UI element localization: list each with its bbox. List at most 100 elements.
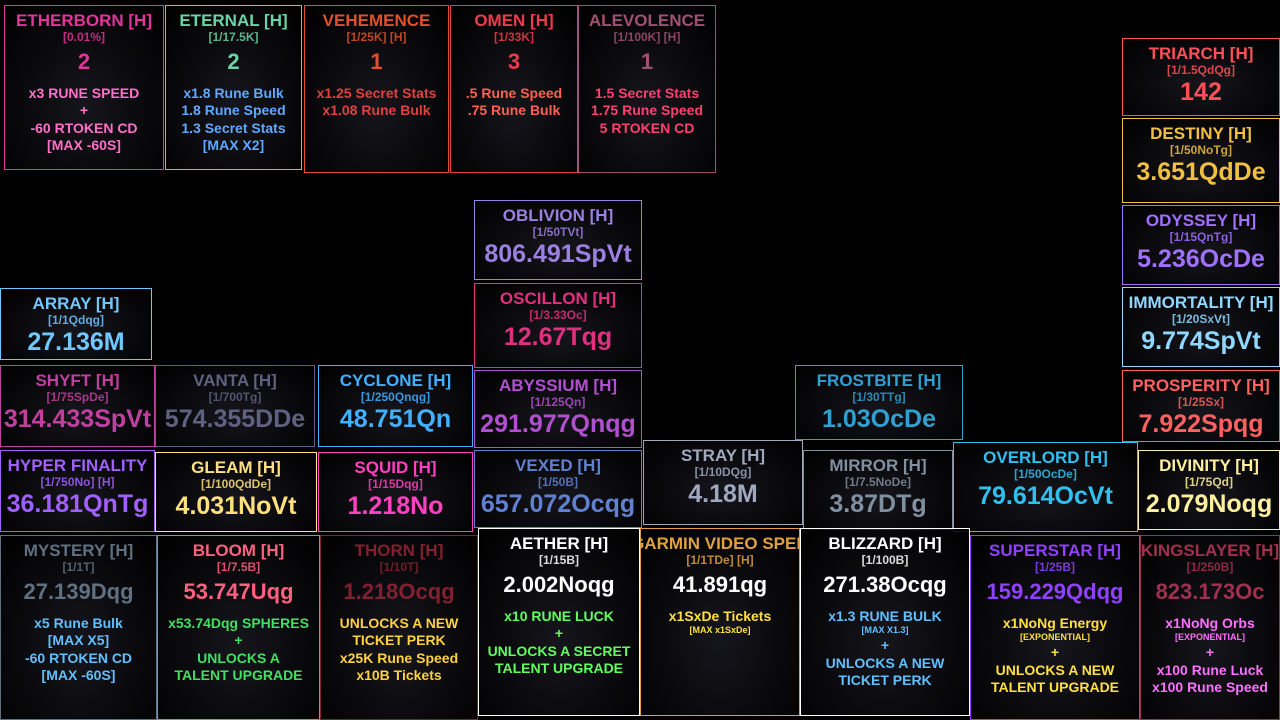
item-name: KINGSLAYER [H] [1140,541,1280,560]
item-chance: [1/10T] [379,559,419,574]
item-count: 5.236OcDe [1137,244,1265,273]
item-effect: + [554,625,564,642]
item-chance: [1/1TDe] [H] [686,552,754,567]
item-card: ODYSSEY [H] [1/15QnTg] 5.236OcDe [1122,205,1280,285]
item-effect: [MAX X1.3] [861,625,909,636]
item-count: 79.614OcVt [978,481,1113,510]
item-name: ARRAY [H] [32,294,120,313]
item-chance: [1/1.5QdQg] [1166,62,1235,77]
item-name: OBLIVION [H] [502,206,614,225]
item-count: 314.433SpVt [3,404,152,433]
item-card: OKEY GARMIN VIDEO SPEICHERN[1/1TDe] [H] 4… [640,528,800,716]
item-count: 2.079Noqg [1145,489,1273,518]
item-count: 823.173Oc [1155,578,1265,604]
item-effect: UNLOCKS A NEW [825,654,945,671]
item-effect: TICKET PERK [352,632,446,649]
item-chance: [1/50OcDe] [1014,466,1077,481]
item-count: 7.922Spqg [1138,409,1264,438]
item-name: CYCLONE [H] [339,371,452,390]
item-card: ABYSSIUM [H] [1/125Qn] 291.977Qnqg [474,370,642,448]
item-chance: [1/7.5B] [216,559,261,574]
item-effect: x1.3 RUNE BULK [828,608,942,625]
item-name: TRIARCH [H] [1148,44,1254,63]
item-count: 9.774SpVt [1141,326,1261,355]
item-card: FROSTBITE [H] [1/30TTg] 1.03OcDe [795,365,963,440]
item-count: 1 [370,48,383,74]
item-effect: x1NoNg Orbs [1165,615,1255,632]
item-effect: + [880,637,890,654]
item-effect: .75 Rune Bulk [467,102,561,119]
item-name: ETHERBORN [H] [16,11,152,30]
item-effect: x1.8 Rune Bulk [183,85,284,102]
item-count: 806.491SpVt [484,239,632,268]
item-effect: TALENT UPGRADE [990,679,1120,696]
item-chance: [1/50TVt] [532,224,584,239]
item-name: ALEVOLENCE [588,11,706,30]
item-chance: [1/1T] [62,559,95,574]
item-card: SHYFT [H] [1/75SpDe] 314.433SpVt [0,365,155,447]
item-name: DIVINITY [H] [1159,456,1259,475]
item-effect: + [234,632,243,649]
item-name: ABYSSIUM [H] [498,376,618,395]
item-count: 1.03OcDe [822,404,936,433]
item-card: HYPER FINALITY [1/750No] [H] 36.181QnTg [0,450,155,532]
item-effect: + [1050,644,1060,661]
item-effect: UNLOCKS A NEW [339,615,459,632]
item-card: VEHEMENCE [1/25K] [H] 1 x1.25 Secret Stats x… [304,5,449,173]
item-effect: x100 Rune Luck [1156,661,1264,678]
item-name: OSCILLON [H] [499,289,617,308]
item-effect: [MAX X5] [47,632,110,649]
item-card: BLIZZARD [H] [1/100B] 271.38Ocqg x1.3 RUNE … [800,528,970,716]
item-name: OVERLORD [H] [983,448,1108,467]
item-card: ETHERBORN [H] [0.01%] 2 x3 RUNE SPEED + -60 R… [4,5,164,170]
item-count: 1 [640,48,654,74]
item-card: IMMORTALITY [H] [1/20SxVt] 9.774SpVt [1122,287,1280,367]
item-effect: -60 RTOKEN CD [30,119,138,136]
item-effect: x5 Rune Bulk [34,615,123,632]
item-effect: TICKET PERK [838,672,932,689]
item-card: AETHER [H] [1/15B] 2.002Noqg x10 RUNE LUCK +… [478,528,640,716]
item-chance: [1/1Qdqg] [48,312,104,327]
item-effect: UNLOCKS A [197,649,280,666]
item-effect: x10B Tickets [356,667,442,684]
item-effect: x100 Rune Speed [1152,679,1268,696]
item-count: 291.977Qnqg [480,409,636,438]
item-name: BLOOM [H] [192,541,285,560]
item-card: THORN [H] [1/10T] 1.218Ocqg UNLOCKS A NEW TI… [320,535,478,720]
item-card: VANTA [H] [1/700Tg] 574.355DDe [155,365,315,447]
item-count: 53.747Uqg [183,578,294,604]
item-chance: [1/100B] [861,552,909,567]
item-effect: x1.08 Rune Bulk [322,102,431,119]
item-card: SUPERSTAR [H] [1/25B] 159.229Qdqg x1NoNg En… [970,535,1140,720]
item-name: ETERNAL [H] [179,11,288,30]
item-count: 142 [1180,77,1222,106]
item-count: 48.751Qn [339,404,452,433]
item-chance: [1/25K] [H] [346,29,407,44]
item-effect: [EXPONENTIAL] [1174,632,1245,643]
item-name: SUPERSTAR [H] [989,541,1121,560]
item-card: KINGSLAYER [H] [1/250B] 823.173Oc x1NoNg Or… [1140,535,1280,720]
item-chance: [1/75SpDe] [46,389,109,404]
item-card: MIRROR [H] [1/7.5NoDe] 3.87DTg [803,450,953,530]
item-chance: [1/15B] [538,552,579,567]
item-count: 2 [227,48,240,74]
item-effect: TALENT UPGRADE [174,667,303,684]
item-card: CYCLONE [H] [1/250Qnqg] 48.751Qn [318,365,473,447]
item-chance: [1/25Sx] [1177,394,1225,409]
item-chance: [1/30TTg] [852,389,906,404]
item-effect: x10 RUNE LUCK [504,608,614,625]
item-count: 2.002Noqg [503,571,615,597]
item-effect: 1.3 Secret Stats [181,119,286,136]
item-card: DESTINY [H] [1/50NoTg] 3.651QdDe [1122,118,1280,203]
item-card: TRIARCH [H] [1/1.5QdQg] 142 [1122,38,1280,116]
item-effect: x3 RUNE SPEED [28,85,140,102]
item-chance: [1/25B] [1034,559,1075,574]
item-card: DIVINITY [H] [1/75Qd] 2.079Noqg [1138,450,1280,530]
item-chance: [1/100K] [H] [613,29,681,44]
item-card: VEXED [H] [1/50B] 657.072Ocqg [474,450,642,528]
item-name: MYSTERY [H] [23,541,134,560]
item-effect: UNLOCKS A SECRET [487,642,631,659]
item-effect: .5 Rune Speed [465,85,563,102]
item-name: MIRROR [H] [829,456,927,475]
item-count: 41.891qg [672,571,768,597]
